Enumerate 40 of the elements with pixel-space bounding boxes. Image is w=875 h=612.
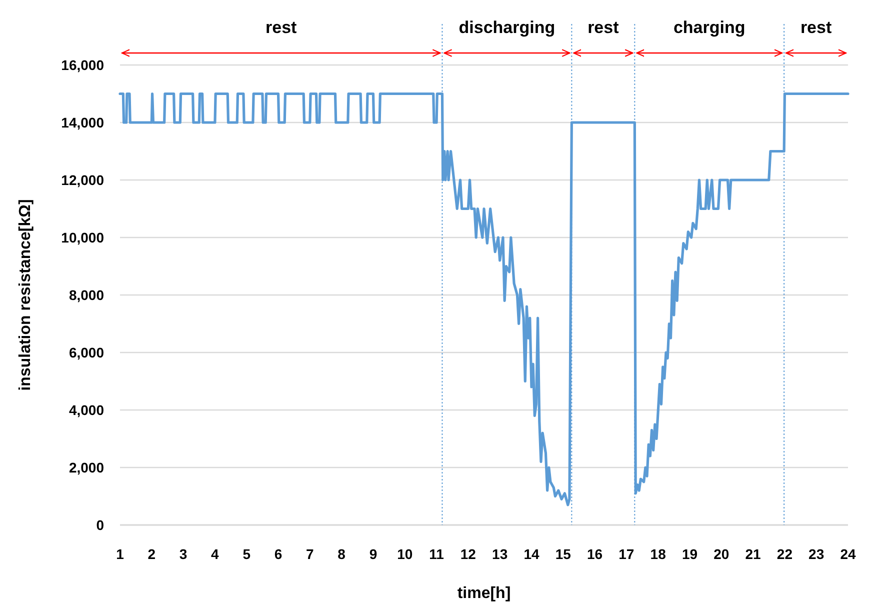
x-tick-label: 4 — [211, 546, 220, 562]
y-tick-label: 10,000 — [61, 229, 104, 246]
x-tick-label: 9 — [369, 546, 378, 562]
x-axis-title: time[h] — [457, 585, 511, 602]
text: charging — [673, 18, 746, 37]
x-tick-label: 23 — [808, 546, 824, 562]
text: discharging — [458, 18, 556, 37]
y-tick-label: 14,000 — [61, 114, 104, 130]
x-tick-label: 3 — [179, 546, 188, 562]
x-tick-label: 13 — [492, 546, 508, 562]
x-tick-label: 18 — [650, 546, 666, 562]
x-tick-label: 20 — [714, 546, 730, 562]
x-tick-label: 5 — [242, 546, 251, 562]
x-tick-label: 12 — [460, 546, 476, 562]
y-tick-label: 12,000 — [61, 172, 104, 188]
x-tick-label: 24 — [840, 546, 856, 562]
y-tick-label: 2,000 — [68, 459, 104, 476]
x-tick-label: 16 — [586, 546, 603, 562]
y-tick-label: 8,000 — [68, 286, 104, 303]
x-tick-label: 6 — [274, 546, 282, 562]
x-tick-label: 11 — [429, 546, 444, 562]
x-tick-label: 8 — [338, 546, 346, 562]
y-axis-title: insulation resistance[kΩ] — [17, 199, 34, 391]
y-tick-label: 0 — [96, 516, 104, 533]
x-tick-label: 7 — [306, 546, 314, 562]
x-tick-label: 19 — [682, 546, 698, 562]
y-tick-label: 4,000 — [68, 402, 104, 418]
x-tick-label: 1 — [116, 546, 124, 562]
y-tick-label: 16,000 — [61, 56, 104, 73]
x-tick-label: 14 — [524, 546, 540, 562]
text: rest — [588, 18, 620, 37]
y-tick-label: 6,000 — [68, 344, 104, 360]
x-tick-label: 15 — [555, 546, 572, 562]
x-tick-label: 22 — [776, 546, 793, 562]
text: rest — [800, 18, 832, 37]
text: rest — [266, 18, 298, 37]
x-tick-label: 2 — [148, 546, 156, 562]
x-tick-label: 17 — [618, 546, 634, 562]
x-tick-label: 21 — [745, 546, 762, 562]
x-tick-label: 10 — [397, 546, 413, 562]
